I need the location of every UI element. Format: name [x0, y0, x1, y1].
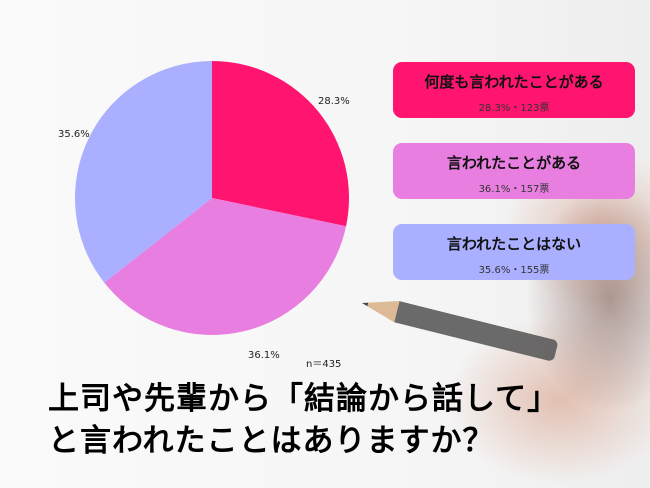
legend-votes: 36.1%・157票 — [478, 184, 550, 195]
legend-card-1: 言われたことがある 36.1%・157票 — [393, 143, 635, 199]
legend-card-0: 何度も言われたことがある 28.3%・123票 — [393, 62, 635, 118]
legend-votes: 28.3%・123票 — [478, 103, 550, 114]
legend-votes: 35.6%・155票 — [478, 265, 550, 276]
slice-label-2: 35.6% — [58, 129, 90, 140]
chart-title: 上司や先輩から「結論から話して」 と言われたことはありますか？ — [48, 378, 559, 462]
pie-slice-0 — [212, 61, 349, 227]
title-line-2: と言われたことはありますか？ — [48, 423, 495, 459]
legend-name: 言われたことがある — [446, 154, 582, 172]
sample-size: n＝435 — [306, 359, 342, 370]
legend-name: 言われたことはない — [446, 235, 582, 253]
pie-slice-1 — [104, 198, 347, 335]
title-line-1: 上司や先輩から「結論から話して」 — [48, 381, 560, 417]
legend-card-2: 言われたことはない 35.6%・155票 — [393, 224, 635, 280]
slice-label-0: 28.3% — [318, 96, 350, 107]
pie-slice-2 — [75, 61, 212, 283]
slice-label-1: 36.1% — [248, 350, 280, 361]
legend-name: 何度も言われたことがある — [424, 73, 604, 91]
